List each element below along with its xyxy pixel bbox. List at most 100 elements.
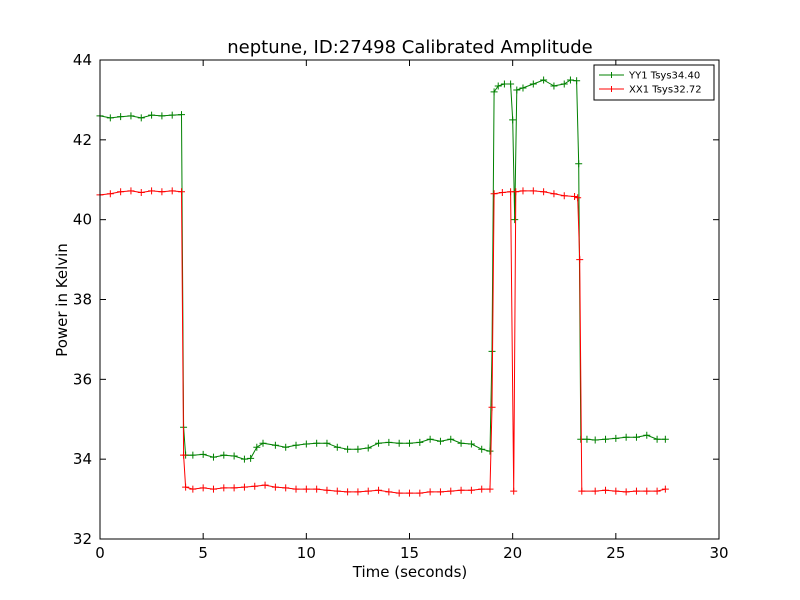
series-1-point-5	[148, 187, 156, 195]
series-1-point-54	[576, 256, 584, 264]
series-0-point-54	[560, 80, 568, 88]
series-1-point-27	[354, 488, 362, 496]
series-1-point-59	[622, 488, 630, 496]
y-tick-label-4: 40	[73, 211, 92, 229]
series-1-point-52	[571, 193, 579, 201]
x-axis-label: Time (seconds)	[352, 563, 468, 581]
series-1-point-28	[364, 487, 372, 495]
series-0-point-19	[259, 439, 267, 447]
series-0-point-37	[447, 435, 455, 443]
series-1-point-58	[612, 487, 620, 495]
y-axis-label: Power in Kelvin	[53, 243, 71, 357]
series-1-point-10	[182, 483, 190, 491]
series-0-point-60	[591, 436, 599, 444]
series-1-point-36	[447, 487, 455, 495]
series-0-point-30	[375, 439, 383, 447]
series-0-point-52	[540, 76, 548, 84]
series-0-point-33	[406, 439, 413, 447]
series-1-point-31	[395, 489, 403, 497]
series-1-point-7	[168, 187, 176, 195]
series-0-point-53	[550, 82, 558, 90]
series-0-point-4	[137, 114, 145, 122]
series-1-point-48	[529, 187, 537, 195]
x-tick-label-4: 20	[503, 544, 522, 562]
series-1-point-2	[117, 188, 125, 196]
series-1-point-26	[344, 488, 352, 496]
legend-marker-1	[608, 86, 615, 92]
x-tick-label-1: 5	[198, 544, 208, 562]
legend: YY1 Tsys34.40 XX1 Tsys32.72	[593, 64, 715, 101]
series-0-point-13	[209, 453, 217, 461]
x-tick-label-2: 10	[297, 544, 316, 562]
series-0-point-20	[271, 441, 279, 449]
series-1-point-30	[385, 488, 393, 496]
series-1-point-32	[406, 489, 413, 497]
series-0-point-51	[529, 80, 537, 88]
y-tick-label-6: 44	[73, 51, 92, 69]
y-tick-label-1: 34	[73, 450, 92, 468]
series-1-point-33	[416, 489, 424, 497]
y-tick-label-5: 42	[73, 131, 92, 149]
series-1-point-23	[313, 485, 321, 493]
series-0-point-44	[494, 82, 502, 90]
series-1-point-8	[178, 188, 186, 196]
series-0-point-8	[178, 111, 186, 119]
series-0-point-64	[632, 433, 640, 441]
series-0-point-6	[158, 112, 166, 120]
series-0-point-18	[253, 443, 261, 451]
series-1-point-25	[333, 487, 341, 495]
series-0-point-15	[230, 452, 238, 460]
series-1-point-13	[209, 485, 217, 493]
series-layer	[96, 76, 669, 497]
series-1-point-3	[127, 187, 135, 195]
series-1-point-43	[498, 189, 506, 197]
series-0-point-59	[583, 435, 591, 443]
y-tick-label-3: 38	[73, 291, 92, 309]
x-tick-label-0: 0	[95, 544, 105, 562]
series-1-point-41	[488, 403, 496, 411]
series-1-point-29	[375, 486, 383, 494]
series-0-point-32	[395, 439, 403, 447]
series-0-point-61	[602, 435, 610, 443]
series-0-point-14	[220, 451, 228, 459]
series-1-point-38	[467, 486, 475, 494]
series-1-point-56	[591, 487, 599, 495]
series-0-point-62	[612, 434, 620, 442]
series-1-point-62	[653, 487, 661, 495]
legend-label-0: YY1 Tsys34.40	[628, 71, 700, 82]
x-tick-label-5: 25	[606, 544, 625, 562]
series-1-point-46	[512, 188, 520, 196]
series-0-point-66	[653, 435, 661, 443]
x-tick-label-3: 15	[400, 544, 419, 562]
series-0-point-65	[643, 431, 651, 439]
series-1-point-6	[158, 188, 166, 196]
series-0-point-17	[247, 454, 255, 462]
series-0-point-67	[661, 435, 669, 443]
series-1-point-17	[251, 482, 259, 490]
series-0-point-35	[426, 435, 434, 443]
series-0-point-38	[457, 439, 465, 447]
series-0-point-55	[566, 76, 574, 84]
series-0-point-3	[127, 112, 135, 120]
legend-label-1: XX1 Tsys32.72	[629, 85, 702, 96]
series-1-point-51	[560, 192, 568, 200]
series-0-point-56	[573, 77, 581, 85]
series-1-point-39	[478, 485, 486, 493]
series-1-point-1	[106, 190, 114, 198]
plot-frame	[99, 59, 720, 540]
series-0-point-40	[478, 445, 486, 453]
series-1-point-16	[240, 483, 248, 491]
series-0-point-23	[302, 440, 310, 448]
y-tick-label-2: 36	[73, 370, 92, 388]
series-0-point-47	[509, 116, 517, 124]
series-1-point-50	[550, 190, 558, 198]
series-1-point-34	[426, 488, 434, 496]
series-0-point-2	[117, 113, 125, 121]
series-0-point-49	[513, 86, 521, 94]
series-1-point-12	[199, 484, 207, 492]
series-1-point-57	[602, 486, 610, 494]
series-0-point-48	[511, 216, 519, 224]
series-0-point-22	[292, 441, 300, 449]
series-1	[96, 187, 669, 497]
